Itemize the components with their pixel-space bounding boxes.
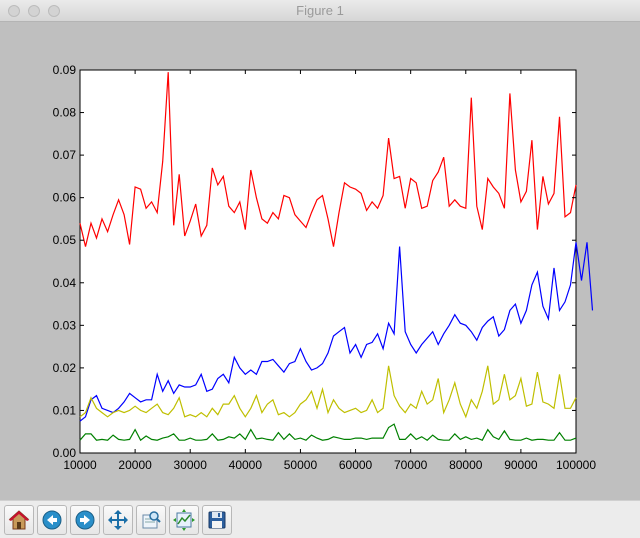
zoom-button[interactable] — [136, 505, 166, 535]
series-line-0 — [79, 72, 577, 247]
home-icon — [8, 510, 30, 530]
y-tick-label: 0.09 — [53, 63, 77, 77]
subplots-icon — [173, 509, 195, 531]
forward-arrow-icon — [75, 510, 95, 530]
figure-canvas[interactable]: 10000 20000 30000 40000 50000 60000 70000 80000… — [0, 22, 640, 500]
series-layer — [79, 72, 594, 442]
minimize-window-button[interactable] — [28, 5, 40, 17]
home-button[interactable] — [4, 505, 34, 535]
x-tick-label: 70000 — [394, 458, 428, 472]
navigation-toolbar — [0, 500, 640, 538]
x-tick-label: 40000 — [229, 458, 263, 472]
x-tick-label: 20000 — [118, 458, 152, 472]
y-tick-label: 0.01 — [53, 403, 77, 417]
save-icon — [208, 511, 226, 529]
zoom-icon — [142, 511, 161, 529]
pan-button[interactable] — [103, 505, 133, 535]
y-tick-label: 0.07 — [53, 148, 77, 162]
y-tick-label: 0.02 — [53, 361, 77, 375]
x-tick-label: 80000 — [449, 458, 483, 472]
line-chart[interactable]: 10000 20000 30000 40000 50000 60000 70000 80000… — [0, 22, 640, 500]
y-tick-label: 0.00 — [53, 446, 77, 460]
plot-area — [79, 69, 577, 454]
x-tick-label: 10000 — [63, 458, 97, 472]
pan-icon — [108, 510, 128, 530]
back-arrow-icon — [42, 510, 62, 530]
ticks-layer: 10000 20000 30000 40000 50000 60000 70000 80000… — [53, 63, 597, 472]
x-tick-label: 100000 — [556, 458, 596, 472]
y-tick-label: 0.03 — [53, 318, 77, 332]
y-tick-label: 0.05 — [53, 233, 77, 247]
y-tick-label: 0.04 — [53, 276, 77, 290]
title-bar: Figure 1 — [0, 0, 640, 22]
y-tick-label: 0.08 — [53, 106, 77, 120]
x-tick-label: 50000 — [284, 458, 318, 472]
window-title: Figure 1 — [296, 3, 344, 18]
x-tick-label: 30000 — [174, 458, 208, 472]
x-tick-label: 60000 — [339, 458, 373, 472]
x-tick-label: 90000 — [504, 458, 538, 472]
forward-button[interactable] — [70, 505, 100, 535]
back-button[interactable] — [37, 505, 67, 535]
series-line-1 — [79, 242, 594, 422]
save-button[interactable] — [202, 505, 232, 535]
zoom-window-button[interactable] — [48, 5, 60, 17]
series-line-2 — [79, 365, 577, 419]
series-line-3 — [79, 423, 577, 442]
y-tick-label: 0.06 — [53, 191, 77, 205]
close-window-button[interactable] — [8, 5, 20, 17]
subplots-button[interactable] — [169, 505, 199, 535]
